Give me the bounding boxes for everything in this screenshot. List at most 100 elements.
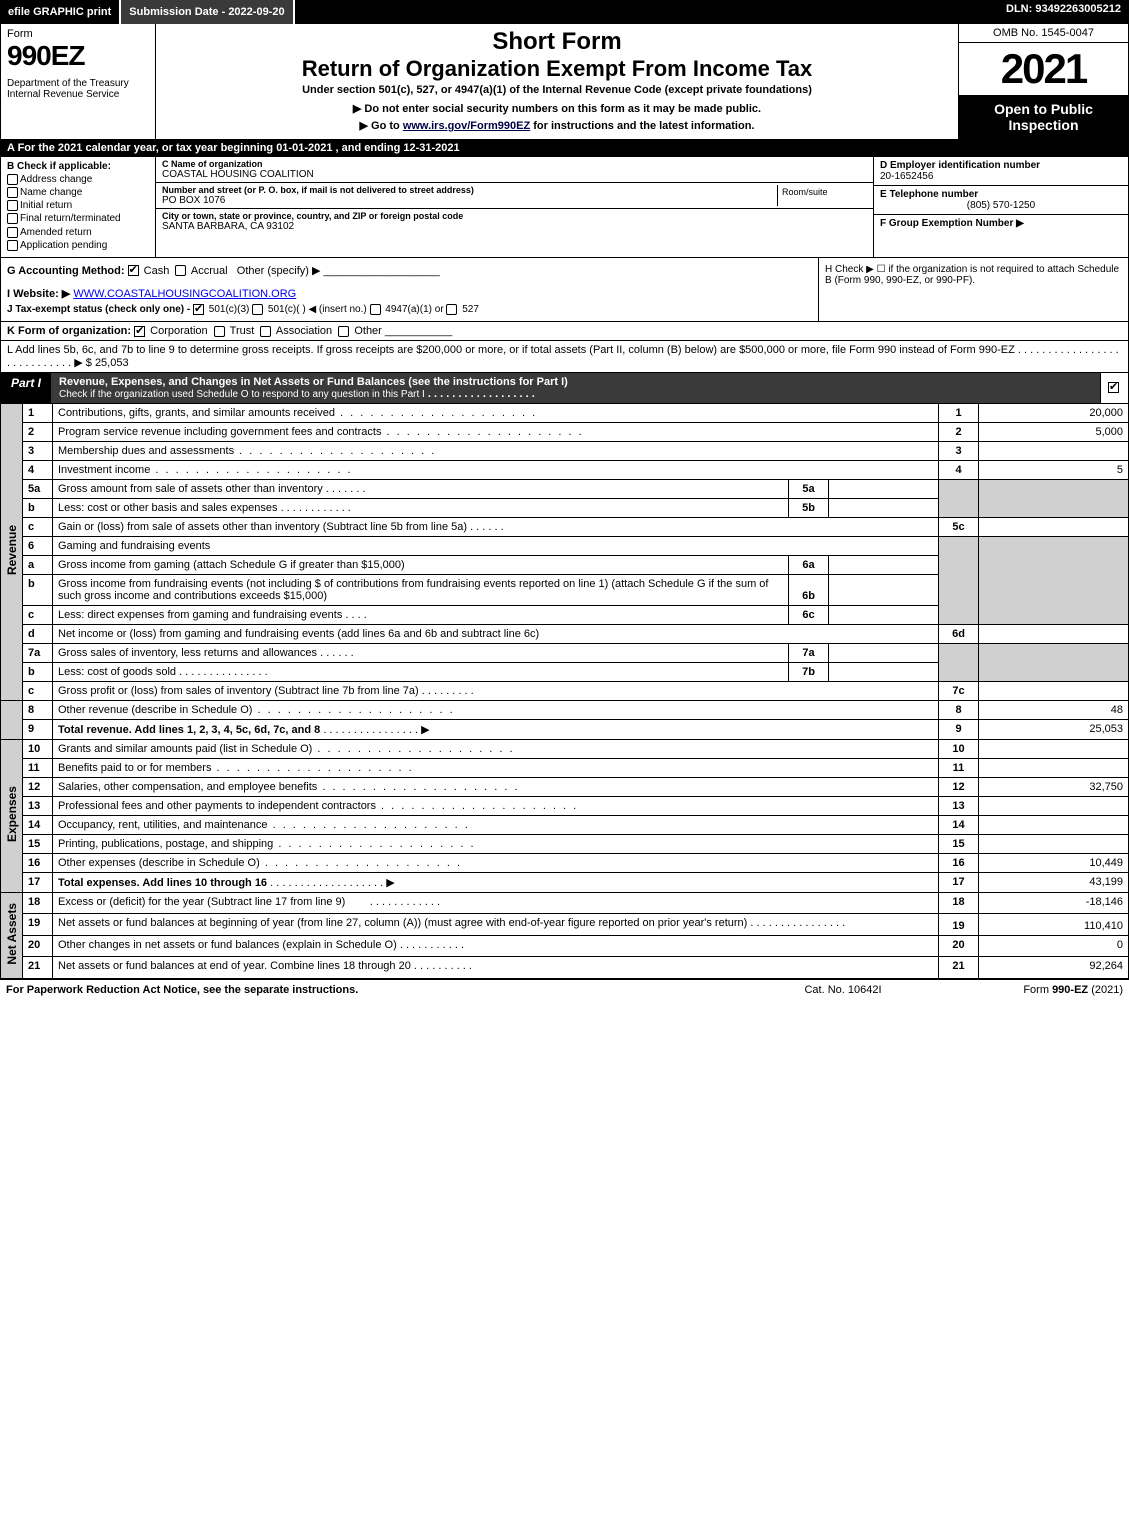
shade-cell (939, 643, 979, 681)
row-desc: Printing, publications, postage, and shi… (53, 834, 939, 853)
b-check-block: B Check if applicable: Address change Na… (1, 157, 156, 257)
box-num: 20 (939, 935, 979, 956)
row-num: c (23, 605, 53, 624)
box-val: 32,750 (979, 777, 1129, 796)
title-block: Short Form Return of Organization Exempt… (156, 24, 958, 139)
sub-num: 7a (789, 643, 829, 662)
chk-final-return[interactable]: Final return/terminated (7, 213, 149, 224)
sub-val (829, 643, 939, 662)
line-a: A For the 2021 calendar year, or tax yea… (0, 140, 1129, 157)
sub-num: 6b (789, 574, 829, 605)
row-num: 16 (23, 853, 53, 872)
irs-link[interactable]: www.irs.gov/Form990EZ (403, 120, 530, 132)
chk-trust[interactable] (214, 326, 225, 337)
box-num: 19 (939, 914, 979, 935)
b-title: B Check if applicable: (7, 161, 149, 172)
row-num: 19 (23, 914, 53, 935)
chk-corporation[interactable] (134, 326, 145, 337)
f-cell: F Group Exemption Number ▶ (874, 215, 1128, 257)
chk-name-change[interactable]: Name change (7, 187, 149, 198)
g-line: G Accounting Method: Cash Accrual Other … (7, 264, 812, 277)
box-val (979, 681, 1129, 700)
box-val (979, 517, 1129, 536)
row-desc: Other changes in net assets or fund bala… (53, 935, 939, 956)
row-num: 15 (23, 834, 53, 853)
box-val: 25,053 (979, 719, 1129, 739)
j-opt3: 4947(a)(1) or (385, 304, 443, 315)
row-num: c (23, 681, 53, 700)
box-val: 43,199 (979, 872, 1129, 892)
row-num: 1 (23, 404, 53, 423)
chk-label: Name change (20, 187, 82, 198)
chk-address-change[interactable]: Address change (7, 174, 149, 185)
box-val (979, 796, 1129, 815)
h-text: H Check ▶ ☐ if the organization is not r… (825, 264, 1119, 286)
box-num: 7c (939, 681, 979, 700)
chk-cash[interactable] (128, 265, 139, 276)
ein: 20-1652456 (880, 171, 1122, 182)
org-name: COASTAL HOUSING COALITION (162, 169, 867, 180)
k-trust: Trust (230, 325, 255, 337)
irs-label: Internal Revenue Service (7, 89, 149, 100)
row-desc: Net income or (loss) from gaming and fun… (53, 624, 939, 643)
shade-cell (939, 479, 979, 517)
row-desc: Grants and similar amounts paid (list in… (53, 740, 939, 759)
city-label: City or town, state or province, country… (162, 211, 867, 221)
chk-501c3[interactable] (193, 304, 204, 315)
row-num: 3 (23, 441, 53, 460)
page-footer: For Paperwork Reduction Act Notice, see … (0, 979, 1129, 1000)
chk-other[interactable] (338, 326, 349, 337)
chk-application-pending[interactable]: Application pending (7, 240, 149, 251)
efile-print-button[interactable]: efile GRAPHIC print (0, 0, 121, 24)
box-val: 10,449 (979, 853, 1129, 872)
part-desc-main: Revenue, Expenses, and Changes in Net As… (59, 376, 568, 388)
d-label: D Employer identification number (880, 160, 1122, 171)
revenue-side-label: Revenue (1, 404, 23, 701)
room-suite: Room/suite (777, 185, 867, 206)
row-desc: Net assets or fund balances at end of ye… (53, 957, 939, 978)
box-num: 16 (939, 853, 979, 872)
box-val: 5 (979, 460, 1129, 479)
c-block: C Name of organization COASTAL HOUSING C… (156, 157, 873, 257)
row-num: b (23, 498, 53, 517)
row-desc: Membership dues and assessments (53, 441, 939, 460)
blank-side (1, 700, 23, 739)
row-desc: Excess or (deficit) for the year (Subtra… (53, 893, 939, 914)
row-desc: Gaming and fundraising events (53, 536, 939, 555)
net-assets-side-label: Net Assets (1, 893, 23, 978)
shade-cell (939, 536, 979, 624)
box-num: 18 (939, 893, 979, 914)
top-bar: efile GRAPHIC print Submission Date - 20… (0, 0, 1129, 24)
row-desc: Total revenue. Add lines 1, 2, 3, 4, 5c,… (53, 719, 939, 739)
city: SANTA BARBARA, CA 93102 (162, 221, 867, 232)
topbar-spacer (295, 0, 998, 24)
chk-amended-return[interactable]: Amended return (7, 227, 149, 238)
chk-4947[interactable] (370, 304, 381, 315)
org-name-cell: C Name of organization COASTAL HOUSING C… (156, 157, 873, 183)
box-val: 110,410 (979, 914, 1129, 935)
row-num: 2 (23, 422, 53, 441)
row-num: 13 (23, 796, 53, 815)
row-desc: Gross sales of inventory, less returns a… (53, 643, 789, 662)
box-num: 2 (939, 422, 979, 441)
shade-cell (979, 479, 1129, 517)
j-opt2: 501(c)( ) ◀ (insert no.) (268, 304, 367, 315)
tax-year: 2021 (959, 43, 1128, 95)
website-link[interactable]: WWW.COASTALHOUSINGCOALITION.ORG (73, 288, 296, 300)
row-desc: Other expenses (describe in Schedule O) (53, 853, 939, 872)
row-desc: Gross income from gaming (attach Schedul… (53, 555, 789, 574)
shade-cell (979, 536, 1129, 624)
chk-accrual[interactable] (175, 265, 186, 276)
part-i-checkbox[interactable] (1100, 373, 1128, 403)
sub-val (829, 605, 939, 624)
footer-left: For Paperwork Reduction Act Notice, see … (6, 984, 743, 996)
box-num: 11 (939, 758, 979, 777)
box-val: -18,146 (979, 893, 1129, 914)
chk-501c[interactable] (252, 304, 263, 315)
chk-initial-return[interactable]: Initial return (7, 200, 149, 211)
addr-label: Number and street (or P. O. box, if mail… (162, 185, 777, 195)
row-num: 4 (23, 460, 53, 479)
chk-association[interactable] (260, 326, 271, 337)
cash-label: Cash (144, 265, 170, 277)
chk-527[interactable] (446, 304, 457, 315)
